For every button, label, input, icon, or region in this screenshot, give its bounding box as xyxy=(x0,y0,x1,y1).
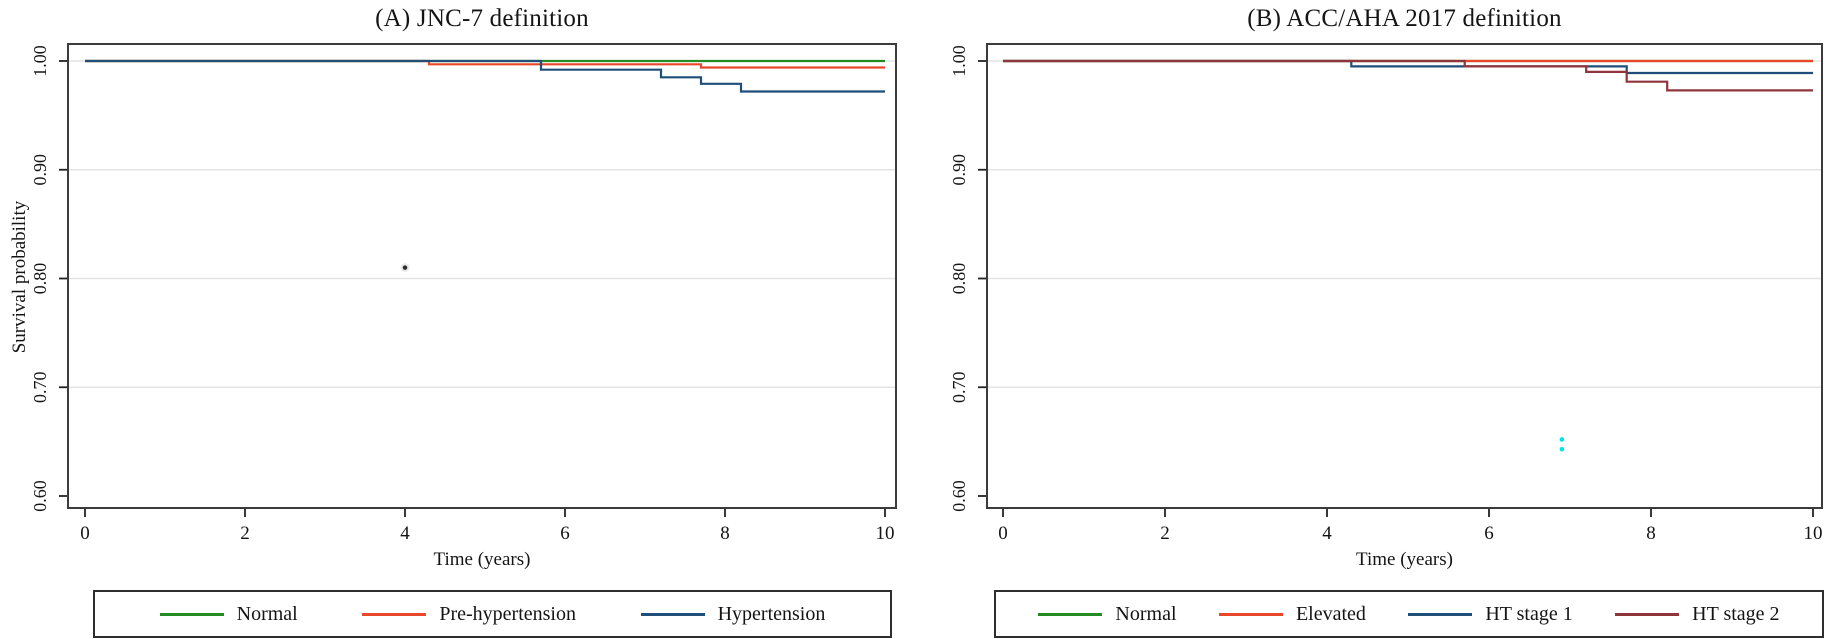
legend-swatch-elevated xyxy=(1218,612,1283,616)
artifact-dot-0 xyxy=(402,265,408,270)
plot-frame xyxy=(986,43,1823,509)
x-tick-label-4: 4 xyxy=(400,523,410,544)
legend-swatch-normal xyxy=(1038,612,1103,616)
y-tick-label-0.80: 0.80 xyxy=(30,263,50,295)
x-tick-label-8: 8 xyxy=(1646,523,1656,544)
panel-b-title: (B) ACC/AHA 2017 definition xyxy=(1247,5,1562,32)
legend-item-pre-hypertension: Pre-hypertension xyxy=(362,603,576,626)
legend-item-normal: Normal xyxy=(159,602,298,626)
artifact-dot-0 xyxy=(1559,437,1565,442)
y-tick-label-0.80: 0.80 xyxy=(949,263,969,295)
legend-label-ht-stage-1: HT stage 1 xyxy=(1485,602,1573,625)
plot-frame xyxy=(67,43,897,509)
legend-swatch-ht-stage-2 xyxy=(1615,612,1680,616)
x-tick-label-2: 2 xyxy=(240,523,250,544)
panel-a-x-axis-label: Time (years) xyxy=(433,549,531,570)
panel-b-plot-canvas: 0 2 4 6 8 10 1.00 0.90 0.80 0.70 0.60 xyxy=(949,43,1823,544)
panel-a-plot-canvas: 0 2 4 6 8 10 1.00 0.90 0.80 0.70 0.60 xyxy=(30,43,897,544)
y-tick-label-0.90: 0.90 xyxy=(949,154,969,186)
y-tick-label-0.60: 0.60 xyxy=(949,480,969,512)
legend-item-ht-stage-1: HT stage 1 xyxy=(1408,602,1573,626)
x-tick-label-2: 2 xyxy=(1160,523,1170,544)
legend-swatch-normal xyxy=(159,612,224,616)
artifact-dot-1 xyxy=(1559,446,1565,452)
x-tick-label-10: 10 xyxy=(876,523,895,544)
x-tick-label-10: 10 xyxy=(1804,523,1823,544)
legend-item-hypertension: Hypertension xyxy=(640,602,826,626)
series-curve-hypertension xyxy=(85,59,885,93)
y-tick-label-0.70: 0.70 xyxy=(30,372,50,404)
series-curve-ht-stage-1 xyxy=(1003,59,1813,75)
panel-b-acc-aha: 0 2 4 6 8 10 1.00 0.90 0.80 0.70 0.60 (B) ACC/AHA … xyxy=(914,0,1827,639)
legend-swatch-ht-stage-1 xyxy=(1408,612,1473,616)
panel-a-jnc7: 0 2 4 6 8 10 1.00 0.90 0.80 0.70 0.60 (A) JNC-7 de… xyxy=(0,0,913,639)
panel-a-legend: Normal Pre-hypertension Hypertension xyxy=(93,590,892,638)
legend-item-ht-stage-2: HT stage 2 xyxy=(1615,602,1780,626)
y-tick-label-1.00: 1.00 xyxy=(30,45,50,77)
panel-a-title: (A) JNC-7 definition xyxy=(375,5,589,32)
legend-item-elevated: Elevated xyxy=(1218,602,1366,626)
legend-label-normal: Normal xyxy=(1115,602,1177,625)
legend-item-normal: Normal xyxy=(1038,602,1177,626)
y-tick-label-1.00: 1.00 xyxy=(949,45,969,77)
y-axis-label: Survival probability xyxy=(9,200,30,354)
y-tick-label-0.90: 0.90 xyxy=(30,154,50,186)
panel-b-legend: Normal Elevated HT stage 1 HT stage 2 xyxy=(994,590,1824,638)
legend-label-pre-hypertension: Pre-hypertension xyxy=(439,602,576,625)
x-tick-label-4: 4 xyxy=(1322,523,1332,544)
legend-label-normal: Normal xyxy=(236,602,298,625)
legend-swatch-pre-hypertension xyxy=(362,612,427,616)
x-tick-label-6: 6 xyxy=(560,523,570,544)
x-tick-label-0: 0 xyxy=(80,523,90,544)
legend-label-hypertension: Hypertension xyxy=(717,602,826,625)
legend-label-elevated: Elevated xyxy=(1295,602,1366,625)
y-tick-label-0.70: 0.70 xyxy=(949,372,969,404)
x-tick-label-0: 0 xyxy=(998,523,1008,544)
y-tick-label-0.60: 0.60 xyxy=(30,480,50,512)
legend-swatch-hypertension xyxy=(640,612,705,616)
x-tick-label-6: 6 xyxy=(1484,523,1494,544)
x-tick-label-8: 8 xyxy=(720,523,730,544)
panel-b-x-axis-label: Time (years) xyxy=(1356,549,1453,570)
legend-label-ht-stage-2: HT stage 2 xyxy=(1692,602,1780,625)
series-curve-ht-stage-2 xyxy=(1003,59,1813,92)
